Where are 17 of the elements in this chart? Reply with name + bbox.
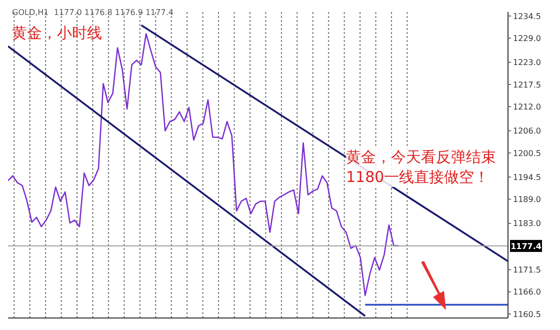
y-tick-label: 1171.5 bbox=[513, 266, 541, 275]
y-tick-label: 1189.0 bbox=[513, 195, 541, 204]
annotation: 黄金，今天看反弹结束 1180一线直接做空！ bbox=[346, 148, 496, 187]
y-tick-label: 1200.5 bbox=[513, 148, 541, 158]
annotation: 黄金，小时线 bbox=[12, 24, 102, 44]
annotation: GOLD,H1 1177.0 1176.8 1176.9 1177.4 bbox=[12, 8, 174, 18]
y-tick-label: 1166.0 bbox=[513, 288, 541, 297]
y-tick-label: 1194.5 bbox=[513, 172, 541, 182]
y-tick-label: 1234.5 bbox=[513, 12, 541, 21]
y-tick-label: 1183.0 bbox=[513, 219, 541, 228]
y-tick-label: 1223.0 bbox=[513, 58, 541, 68]
ref-line-label: 1177.4 bbox=[510, 242, 542, 251]
y-tick-label: 1217.5 bbox=[513, 80, 541, 90]
y-tick-label: 1212.0 bbox=[513, 102, 541, 112]
y-tick-label: 1160.5 bbox=[513, 310, 541, 319]
y-tick-label: 1229.0 bbox=[513, 34, 541, 44]
y-tick-label: 1206.0 bbox=[513, 126, 541, 136]
